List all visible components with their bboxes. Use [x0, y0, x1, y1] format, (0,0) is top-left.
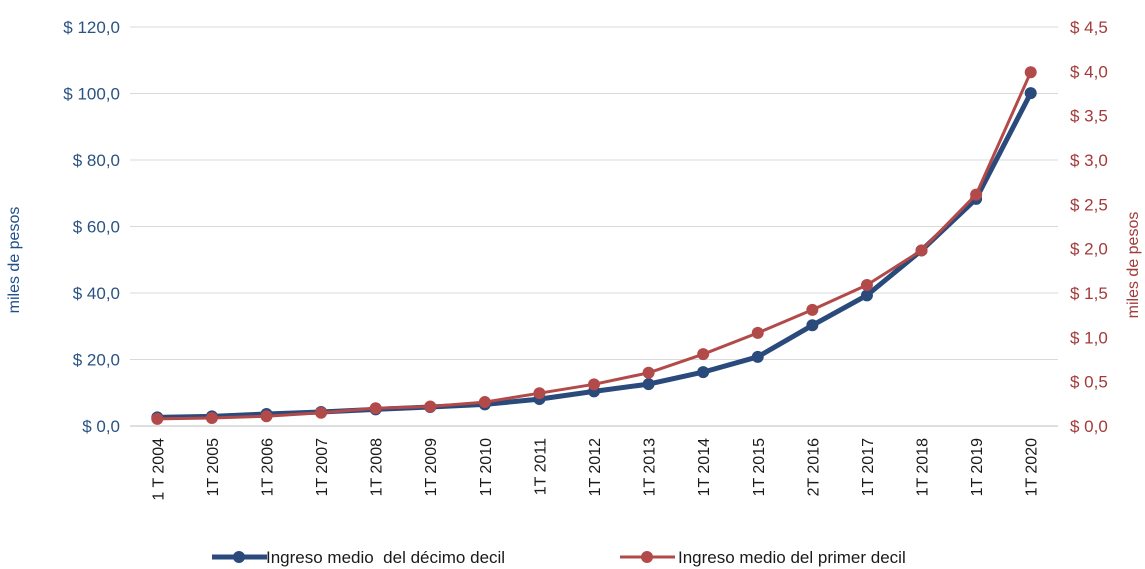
- data-point: [205, 412, 218, 425]
- series-0: [151, 87, 1037, 424]
- data-point: [151, 412, 164, 425]
- left-tick-label: $ 80,0: [73, 151, 120, 170]
- right-tick-label: $ 3,0: [1070, 151, 1108, 170]
- legend-label-primer-decil: Ingreso medio del primer decil: [678, 548, 906, 567]
- data-point: [424, 400, 437, 413]
- data-point: [642, 366, 655, 379]
- x-tick-label: 1T 2010: [478, 438, 495, 497]
- data-point: [806, 303, 819, 316]
- series-1: [151, 66, 1037, 425]
- legend-marker-decimo-decil: [233, 551, 245, 563]
- data-point: [260, 410, 273, 423]
- x-tick-label: 1T 2014: [696, 438, 713, 497]
- left-tick-label: $ 120,0: [63, 18, 120, 37]
- x-axis-ticks: 1 T 2004 1T 2005 1T 2006 1T 2007 1T 2008 1T 2…: [150, 438, 1040, 501]
- right-axis-ticks: $ 0,0 $ 0,5 $ 1,0 $ 1,5 $ 2,0 $ 2,5 $ 3,0 $ 3,5…: [1070, 18, 1108, 436]
- series-line: [157, 71, 1033, 421]
- data-point: [369, 402, 382, 415]
- right-tick-label: $ 1,0: [1070, 328, 1108, 347]
- x-tick-label: 1T 2005: [205, 438, 222, 497]
- x-tick-label: 2T 2016: [805, 438, 822, 497]
- left-tick-label: $ 60,0: [73, 218, 120, 237]
- data-point: [697, 348, 710, 361]
- data-point: [806, 319, 819, 332]
- left-tick-label: $ 0,0: [82, 417, 120, 436]
- x-tick-label: 1T 2009: [423, 438, 440, 497]
- right-tick-label: $ 0,0: [1070, 417, 1108, 436]
- x-tick-label: 1T 2007: [314, 438, 331, 497]
- data-point: [588, 378, 600, 391]
- right-tick-label: $ 1,5: [1070, 284, 1108, 303]
- legend: Ingreso medio del décimo decil Ingreso m…: [212, 548, 906, 567]
- x-tick-label: 1T 2015: [751, 438, 768, 497]
- left-tick-label: $ 100,0: [63, 85, 120, 104]
- legend-item-primer-decil: Ingreso medio del primer decil: [620, 548, 906, 567]
- data-point: [915, 244, 928, 257]
- right-tick-label: $ 2,0: [1070, 240, 1108, 259]
- x-tick-label: 1T 2013: [642, 438, 659, 497]
- data-point: [860, 279, 873, 292]
- right-tick-label: $ 3,5: [1070, 107, 1108, 126]
- x-tick-label: 1T 2018: [915, 438, 932, 497]
- right-tick-label: $ 4,5: [1070, 18, 1108, 37]
- left-axis-title: miles de pesos: [6, 207, 23, 314]
- x-tick-label: 1T 2020: [1024, 438, 1041, 497]
- data-point: [751, 350, 764, 363]
- left-tick-label: $ 20,0: [73, 351, 120, 370]
- x-tick-label: 1T 2011: [532, 438, 549, 495]
- x-tick-label: 1T 2019: [969, 438, 986, 497]
- right-tick-label: $ 0,5: [1070, 373, 1108, 392]
- legend-item-decimo-decil: Ingreso medio del décimo decil: [212, 548, 505, 567]
- x-tick-label: 1 T 2004: [150, 438, 167, 501]
- right-tick-label: $ 2,5: [1070, 195, 1108, 214]
- left-axis-ticks: $ 0,0 $ 20,0 $ 40,0 $ 60,0 $ 80,0 $ 100,0 $ 12…: [63, 18, 120, 436]
- series-line: [157, 92, 1033, 420]
- data-point: [533, 387, 546, 400]
- data-point: [642, 378, 655, 391]
- x-tick-label: 1T 2008: [369, 438, 386, 497]
- series-layer: [151, 66, 1037, 425]
- data-point: [315, 406, 328, 419]
- x-tick-label: 1T 2006: [259, 438, 276, 497]
- legend-label-decimo-decil: Ingreso medio del décimo decil: [266, 548, 505, 567]
- data-point: [970, 188, 983, 201]
- data-point: [1024, 87, 1037, 100]
- data-point: [860, 289, 873, 302]
- x-tick-label: 1T 2017: [860, 438, 877, 497]
- data-point: [478, 396, 491, 409]
- data-point: [751, 326, 764, 339]
- right-tick-label: $ 4,0: [1070, 62, 1108, 81]
- x-tick-label: 1T 2012: [587, 438, 604, 497]
- gridlines: [130, 26, 1058, 427]
- right-axis-title: miles de pesos: [1125, 212, 1142, 319]
- left-tick-label: $ 40,0: [73, 284, 120, 303]
- legend-marker-primer-decil: [641, 551, 653, 563]
- data-point: [1024, 66, 1037, 79]
- data-point: [697, 366, 710, 379]
